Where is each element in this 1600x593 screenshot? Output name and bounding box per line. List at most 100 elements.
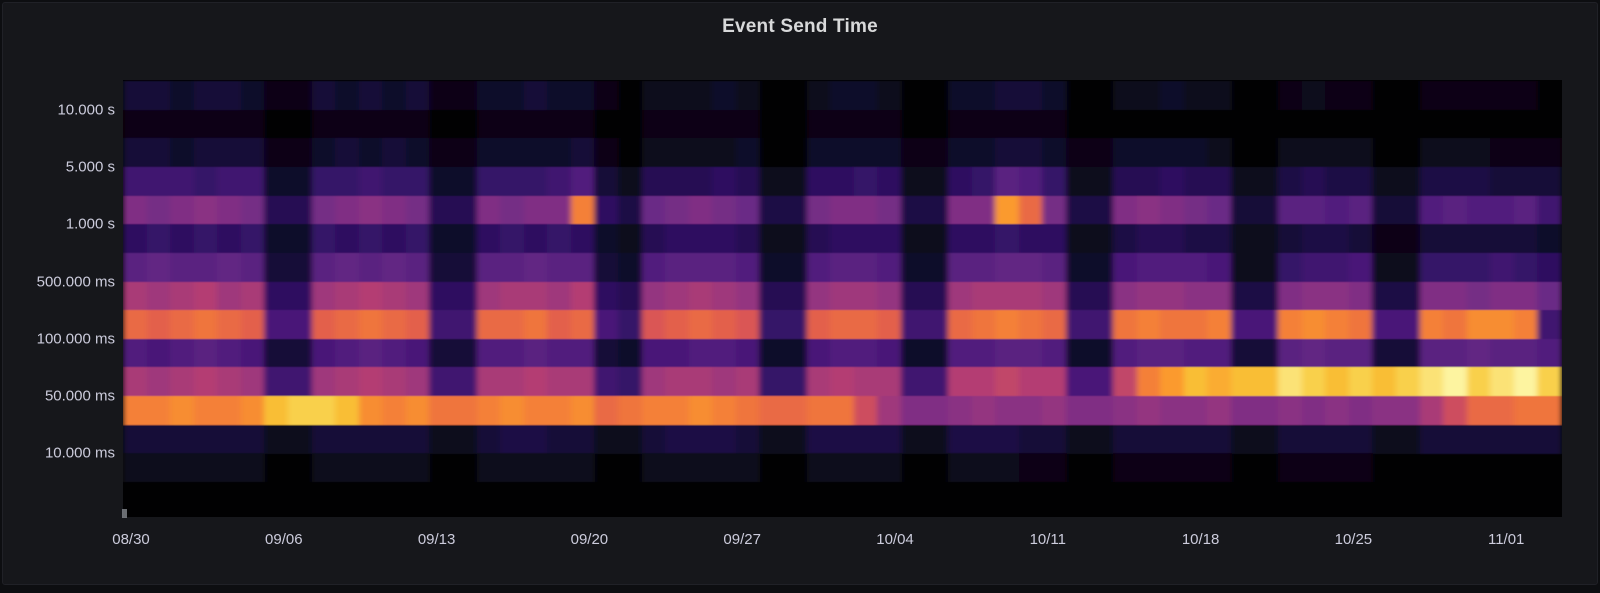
heatmap-cell — [1348, 367, 1373, 397]
heatmap-cell — [170, 195, 195, 225]
heatmap-cell — [1207, 338, 1232, 368]
heatmap-cell — [311, 281, 336, 311]
heatmap-cell — [146, 81, 171, 111]
heatmap-cell — [1207, 367, 1232, 397]
heatmap-cell — [1325, 453, 1350, 483]
heatmap-cell — [311, 396, 336, 426]
heatmap-cell — [877, 453, 902, 483]
heatmap-cell — [288, 396, 313, 426]
heatmap-cell — [783, 338, 808, 368]
heatmap-cell — [1466, 396, 1491, 426]
heatmap-cell — [358, 424, 383, 454]
heatmap-cell — [853, 396, 878, 426]
heatmap-cell — [830, 338, 855, 368]
heatmap-cell — [1183, 224, 1208, 254]
heatmap-cell — [1372, 281, 1397, 311]
heatmap-cell — [570, 166, 596, 197]
heatmap-cell — [853, 424, 878, 454]
heatmap-cell — [924, 338, 949, 368]
heatmap-cell — [759, 367, 784, 397]
heatmap-cell — [193, 109, 218, 139]
heatmap-cell — [264, 310, 289, 340]
heatmap-cell — [900, 424, 926, 454]
heatmap-cell — [665, 109, 690, 139]
heatmap-cell — [830, 109, 855, 139]
heatmap-cell — [735, 166, 761, 197]
heatmap-cell — [1537, 252, 1562, 282]
heatmap-cell — [618, 195, 643, 225]
heatmap-cell — [594, 281, 619, 311]
heatmap-cell — [405, 109, 431, 139]
heatmap-cell — [1301, 166, 1326, 197]
heatmap-cell — [311, 81, 336, 111]
heatmap-cell — [830, 396, 855, 426]
heatmap-cell — [264, 195, 289, 225]
heatmap-cell — [217, 109, 242, 139]
heatmap-cell — [1160, 252, 1185, 282]
heatmap-cell — [240, 252, 265, 282]
heatmap-cell — [335, 138, 360, 168]
heatmap-cell — [1301, 338, 1326, 368]
heatmap-cell — [264, 252, 289, 282]
heatmap-cell — [170, 453, 195, 483]
heatmap-cell — [1183, 396, 1208, 426]
heatmap-cell — [1065, 252, 1091, 282]
heatmap-cell — [924, 396, 949, 426]
heatmap-cell — [146, 338, 171, 368]
heatmap-cell — [1325, 310, 1350, 340]
heatmap-cell — [1372, 310, 1397, 340]
heatmap-cell — [1490, 81, 1515, 111]
heatmap-cell — [995, 166, 1020, 197]
heatmap-cell — [288, 310, 313, 340]
heatmap-cell — [523, 310, 548, 340]
heatmap-cell — [1113, 310, 1138, 340]
heatmap-cell — [476, 109, 501, 139]
heatmap-cell — [476, 310, 501, 340]
heatmap-grid[interactable] — [123, 81, 1562, 483]
heatmap-cell — [146, 195, 171, 225]
heatmap-cell — [924, 281, 949, 311]
heatmap-cell — [665, 424, 690, 454]
heatmap-cell — [358, 81, 383, 111]
heatmap-cell — [806, 109, 831, 139]
heatmap-cell — [1160, 396, 1185, 426]
heatmap-cell — [806, 195, 831, 225]
heatmap-cell — [806, 338, 831, 368]
heatmap-cell — [1065, 224, 1091, 254]
heatmap-cell — [1537, 166, 1562, 197]
heatmap-cell — [358, 338, 383, 368]
heatmap-cell — [1065, 310, 1091, 340]
heatmap-cell — [594, 367, 619, 397]
heatmap-cell — [735, 224, 761, 254]
heatmap-cell — [476, 424, 501, 454]
heatmap-cell — [405, 252, 431, 282]
heatmap-cell — [1136, 81, 1161, 111]
heatmap-cell — [1160, 453, 1185, 483]
heatmap-cell — [193, 281, 218, 311]
heatmap-cell — [453, 281, 478, 311]
heatmap-cell — [476, 224, 501, 254]
heatmap-cell — [1301, 252, 1326, 282]
heatmap-cell — [405, 224, 431, 254]
heatmap-cell — [853, 367, 878, 397]
plot-area[interactable] — [123, 80, 1562, 517]
heatmap-cell — [429, 138, 454, 168]
heatmap-cell — [335, 81, 360, 111]
y-tick-label: 5.000 s — [65, 158, 115, 176]
heatmap-cell — [688, 310, 713, 340]
heatmap-cell — [1042, 453, 1067, 483]
heatmap-cell — [853, 281, 878, 311]
heatmap-cell — [1230, 252, 1256, 282]
heatmap-cell — [240, 367, 265, 397]
heatmap-cell — [193, 396, 218, 426]
heatmap-cell — [1513, 81, 1538, 111]
heatmap-cell — [1443, 166, 1468, 197]
heatmap-cell — [665, 367, 690, 397]
heatmap-cell — [264, 81, 289, 111]
heatmap-cell — [1301, 81, 1326, 111]
heatmap-cell — [830, 195, 855, 225]
heatmap-cell — [429, 338, 454, 368]
heatmap-cell — [1372, 224, 1397, 254]
heatmap-cell — [735, 252, 761, 282]
heatmap-cell — [1348, 281, 1373, 311]
